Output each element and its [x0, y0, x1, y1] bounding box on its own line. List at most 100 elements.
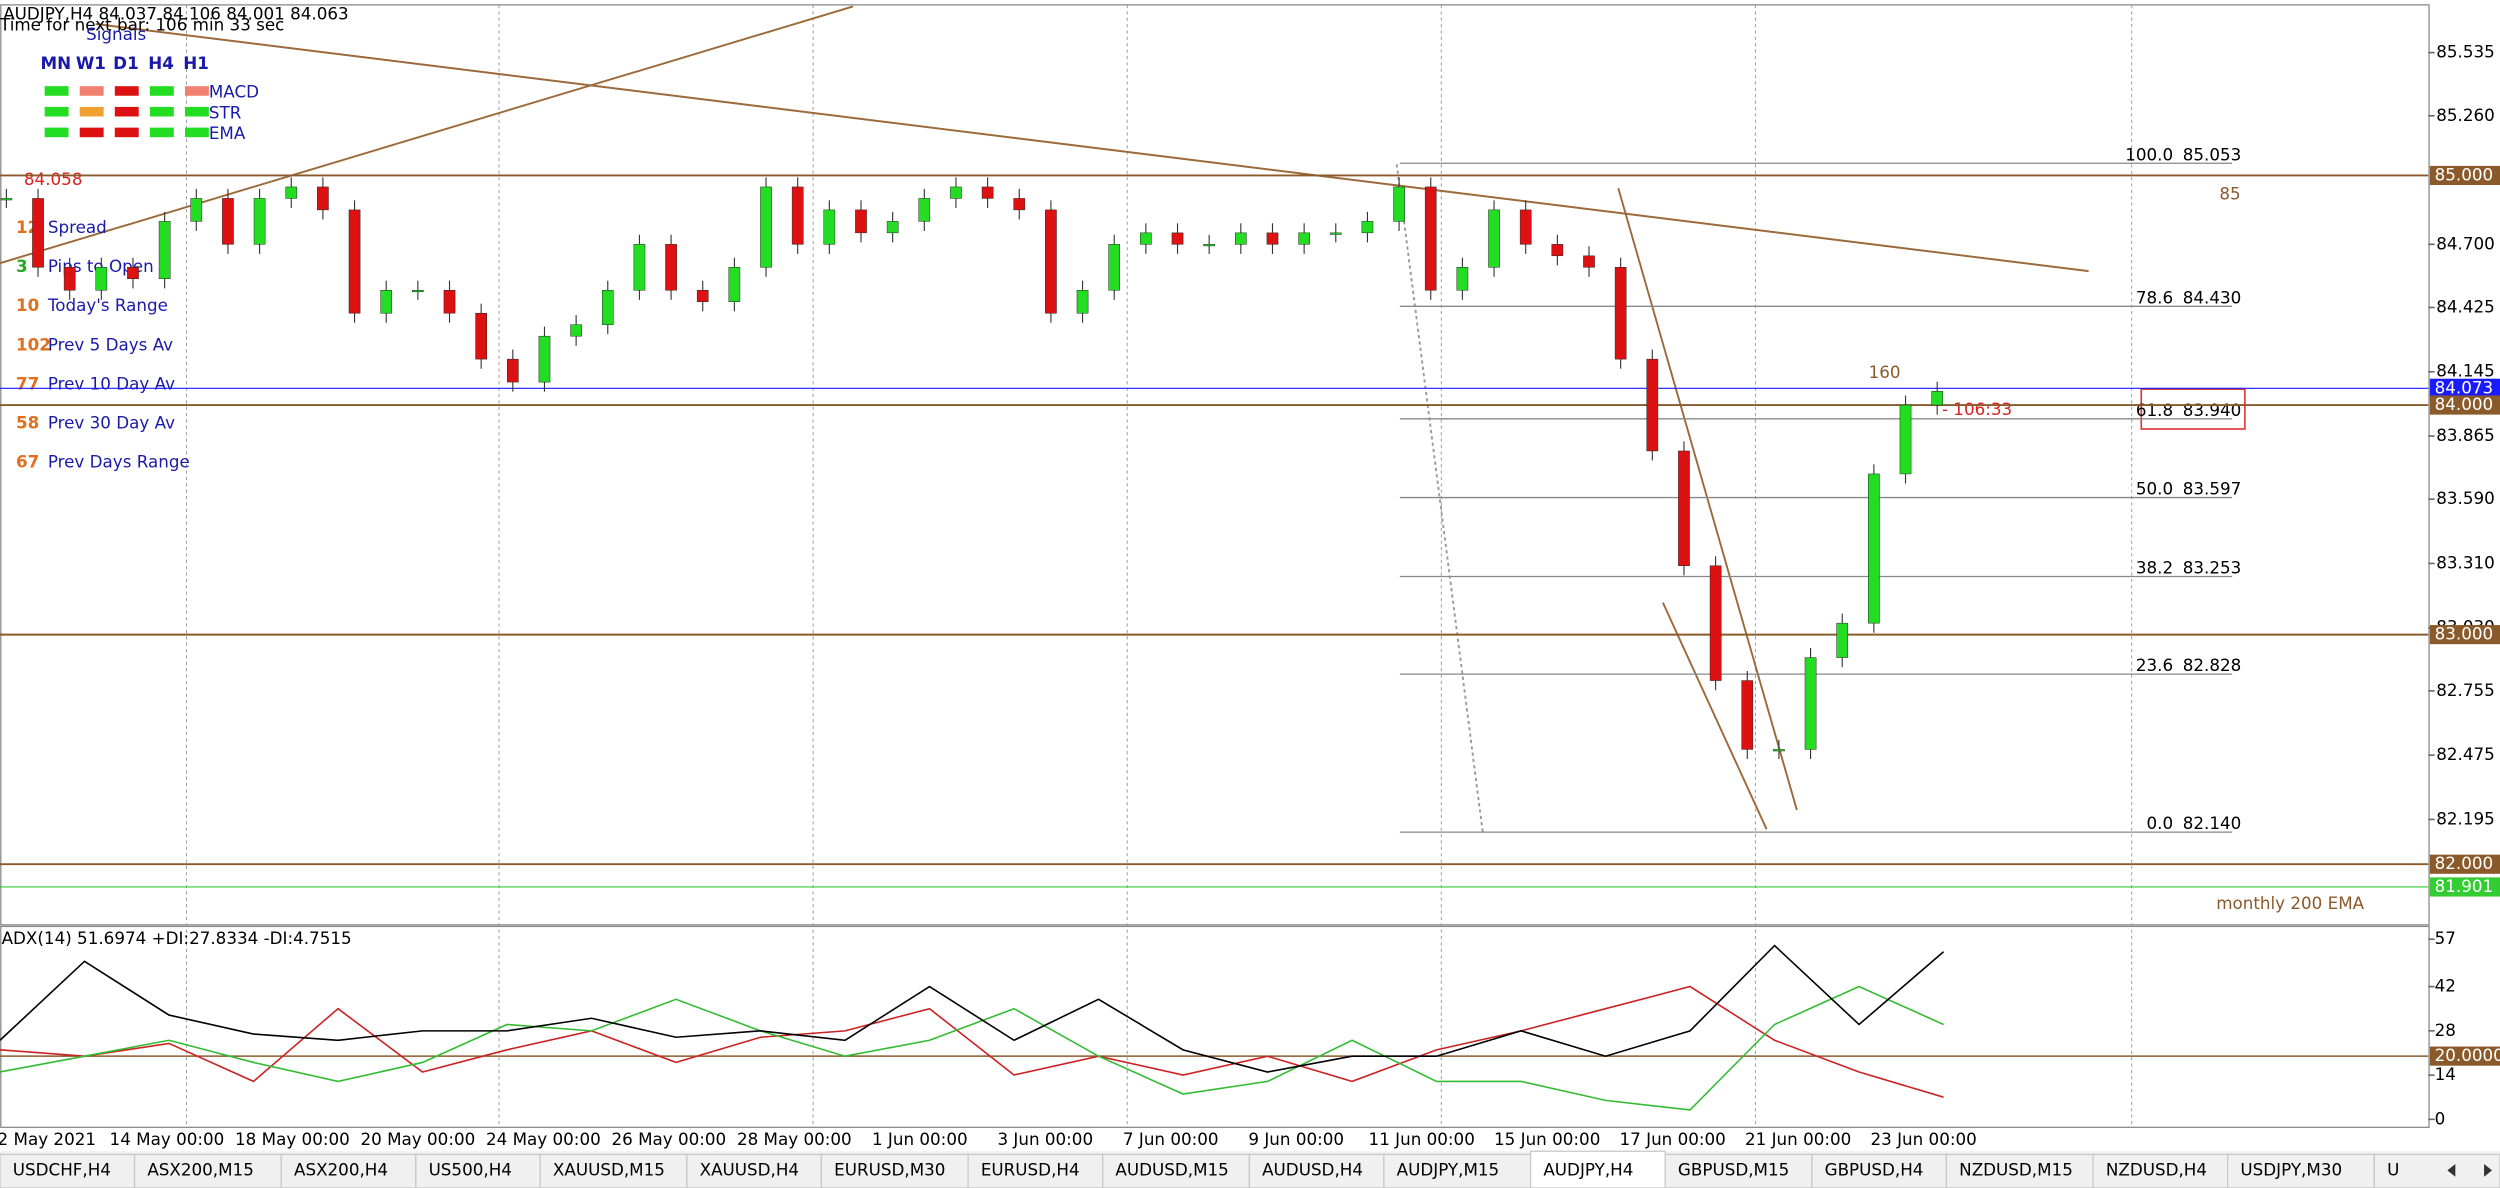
x-tick-label: 1 Jun 00:00 [872, 1129, 968, 1149]
tab-label[interactable]: NZDUSD,H4 [2106, 1159, 2207, 1179]
candle [633, 244, 646, 291]
signal-indicator: STR [209, 102, 242, 122]
candle [475, 312, 487, 360]
candle [348, 209, 361, 314]
tab-label[interactable]: XAUUSD,M15 [553, 1159, 665, 1179]
info-label: Prev Days Range [48, 451, 190, 471]
price-frame [0, 4, 2430, 926]
fib-price: 83.253 [2183, 558, 2242, 578]
tab-label[interactable]: GBPUSD,H4 [1825, 1159, 1924, 1179]
tab-label[interactable]: US500,H4 [429, 1159, 512, 1179]
signal-cell [44, 106, 69, 117]
vertical-grid [186, 4, 2133, 1128]
level-label: 81.901 [2435, 876, 2494, 896]
current-price: 84.058 [24, 169, 83, 189]
adx-tick-label: 20.0000 [2435, 1045, 2500, 1065]
info-value: 10 [16, 295, 39, 315]
x-tick-label: 9 Jun 00:00 [1248, 1129, 1344, 1149]
info-label: Today's Range [47, 295, 168, 315]
level-label-bg [2429, 165, 2500, 186]
candle [95, 267, 108, 291]
tab-label[interactable]: XAUUSD,H4 [700, 1159, 799, 1179]
tab-label[interactable]: AUDUSD,H4 [1262, 1159, 1363, 1179]
y-tick-label: 83.865 [2436, 425, 2495, 445]
candle [1583, 255, 1595, 268]
x-tick-label: 28 May 00:00 [737, 1129, 852, 1149]
candle [823, 209, 836, 245]
fib-level: 78.6 [2136, 287, 2173, 307]
tab[interactable] [1383, 1153, 1532, 1188]
tab-scroll-left[interactable] [2447, 1163, 2456, 1177]
candle [1773, 749, 1785, 752]
fib-level: 61.8 [2136, 400, 2173, 420]
adx-line [0, 985, 1944, 1111]
tab[interactable] [1945, 1153, 2094, 1188]
candle [791, 186, 804, 245]
tab-label[interactable]: ASX200,H4 [294, 1159, 388, 1179]
tab-label[interactable]: USDCHF,H4 [13, 1159, 111, 1179]
candle [0, 198, 13, 201]
tab-label[interactable]: EURUSD,M30 [834, 1159, 945, 1179]
signal-cell [79, 86, 104, 96]
tab-label[interactable]: U [2387, 1159, 2399, 1179]
tab[interactable] [415, 1153, 541, 1188]
tab[interactable] [2227, 1153, 2375, 1188]
candle [1899, 404, 1912, 475]
candle [696, 290, 709, 302]
signals-title: Signals [86, 24, 146, 44]
candle [1266, 232, 1279, 245]
info-value: 77 [16, 373, 39, 393]
signal-timeframe: W1 [76, 53, 106, 73]
adx-title: ADX(14) 51.6974 +DI:27.8334 -DI:4.7515 [2, 928, 352, 948]
tab[interactable] [1102, 1153, 1250, 1188]
candle [1804, 657, 1817, 750]
tab-scroll-right[interactable] [2484, 1163, 2493, 1177]
x-tick-label: 3 Jun 00:00 [997, 1129, 1093, 1149]
fib-level: 100.0 [2125, 144, 2173, 164]
fib-price: 84.430 [2183, 287, 2242, 307]
candle [412, 290, 424, 293]
signal-cell [79, 127, 104, 138]
tab-label[interactable]: GBPUSD,M15 [1678, 1159, 1789, 1179]
x-tick-label: 14 May 00:00 [110, 1129, 225, 1149]
x-tick-label: 12 May 2021 [0, 1129, 96, 1149]
tab[interactable] [1529, 1150, 1666, 1188]
info-value: 3 [16, 256, 28, 276]
adx-tick-label: 42 [2435, 976, 2456, 996]
tab-label[interactable]: AUDUSD,M15 [1115, 1159, 1228, 1179]
y-tick-label: 82.475 [2436, 744, 2495, 764]
symbol-info: AUDJPY,H4 84.037 84.106 84.001 84.063 [3, 3, 349, 23]
candle [760, 186, 772, 268]
tab[interactable] [539, 1153, 688, 1188]
tab-label[interactable]: NZDUSD,M15 [1959, 1159, 2073, 1179]
signal-cell [114, 127, 139, 138]
x-tick-label: 24 May 00:00 [486, 1129, 601, 1149]
y-tick-label: 85.260 [2436, 105, 2495, 125]
signal-cell [44, 86, 69, 96]
signal-cell [79, 106, 104, 117]
tab[interactable] [967, 1153, 1104, 1188]
tab-label[interactable]: ASX200,M15 [147, 1159, 254, 1179]
y-tick-label: 84.700 [2436, 233, 2495, 253]
candle [1361, 221, 1374, 234]
tab-label[interactable]: EURUSD,H4 [981, 1159, 1080, 1179]
fib-highlight-box [2140, 388, 2246, 430]
tab-label[interactable]: USDJPY,M30 [2240, 1159, 2342, 1179]
candle [981, 186, 994, 199]
x-tick-label: 21 Jun 00:00 [1745, 1129, 1851, 1149]
candle [1235, 232, 1247, 245]
signal-cell [114, 106, 139, 117]
tab[interactable] [1664, 1153, 1813, 1188]
tab-label[interactable]: AUDJPY,M15 [1397, 1159, 1500, 1179]
candle [1171, 232, 1184, 245]
candle [63, 267, 76, 291]
x-tick-label: 18 May 00:00 [235, 1129, 350, 1149]
level-label: 83.000 [2435, 624, 2494, 644]
x-tick-label: 23 Jun 00:00 [1870, 1129, 1976, 1149]
candle [32, 198, 44, 268]
y-tick-label: 83.590 [2436, 488, 2495, 508]
adx-frame [0, 925, 2430, 1128]
signal-timeframe: H4 [148, 53, 174, 73]
tab-label[interactable]: AUDJPY,H4 [1543, 1159, 1633, 1179]
candle [253, 198, 266, 245]
